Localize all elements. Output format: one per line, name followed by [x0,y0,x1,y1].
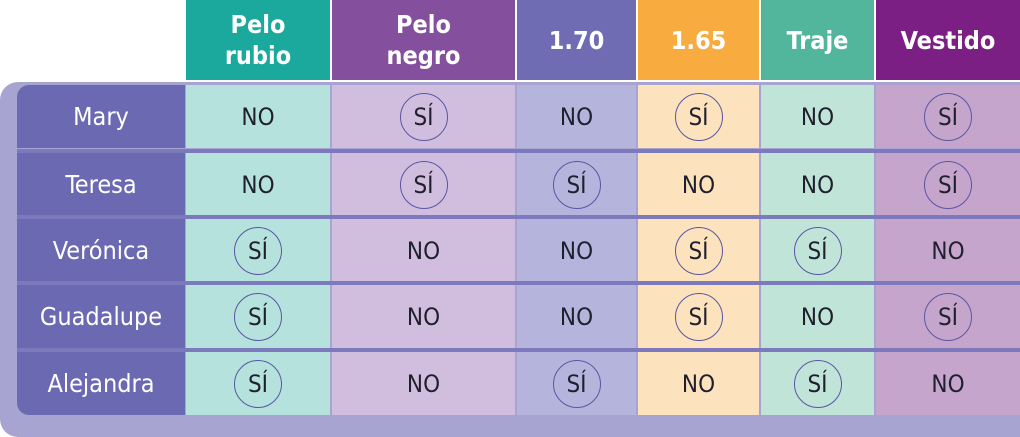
row-divider [17,149,1020,153]
answer-text: NO [931,236,965,265]
column-header-2: Pelo negro [332,0,515,80]
answer-text: NO [681,170,716,199]
column-header-label: 1.70 [548,25,605,55]
table-cell: NO [332,219,515,282]
circled-answer: SÍ [552,160,601,209]
answer-text: NO [406,302,441,331]
column-header-3: 1.70 [517,0,636,80]
circled-answer: SÍ [793,359,842,408]
table-cell: SÍ [332,85,515,148]
table-cell: SÍ [186,285,330,348]
row-name-mary: Mary [17,85,185,148]
column-header-label: Pelo rubio [224,10,292,70]
answer-text: NO [559,236,594,265]
table-cell: SÍ [876,153,1020,216]
table-cell: SÍ [876,85,1020,148]
table-cell: NO [638,153,759,216]
table-cell: NO [332,285,515,348]
circled-answer: SÍ [234,226,282,275]
circled-answer: SÍ [399,160,448,209]
row-name-verónica: Verónica [17,219,185,282]
answer-text: NO [931,369,965,398]
circled-answer: SÍ [234,292,282,341]
table-cell: SÍ [186,352,330,415]
circled-answer: SÍ [399,92,448,141]
column-header-4: 1.65 [638,0,759,80]
circled-answer: SÍ [924,160,972,209]
circled-answer: SÍ [674,226,723,275]
column-header-1: Pelo rubio [186,0,330,80]
answer-text: NO [800,102,835,131]
table-cell: SÍ [761,352,874,415]
row-name-guadalupe: Guadalupe [17,285,185,348]
table-cell: SÍ [517,352,636,415]
table-cell: SÍ [638,85,759,148]
table-cell: SÍ [876,285,1020,348]
circled-answer: SÍ [924,292,972,341]
row-name-alejandra: Alejandra [17,352,185,415]
answer-text: NO [559,302,594,331]
answer-text: NO [241,102,275,131]
row-divider [17,348,1020,352]
answer-text: NO [241,170,275,199]
table-cell: SÍ [517,153,636,216]
table-cell: NO [517,285,636,348]
table-cell: NO [186,153,330,216]
table-cell: SÍ [761,219,874,282]
circled-answer: SÍ [552,359,601,408]
circled-answer: SÍ [234,359,282,408]
circled-answer: SÍ [924,92,972,141]
circled-answer: SÍ [674,92,723,141]
column-header-label: 1.65 [670,25,727,55]
circled-answer: SÍ [674,292,723,341]
table-cell: NO [517,219,636,282]
table-cell: NO [761,285,874,348]
answer-text: NO [681,369,716,398]
row-divider [17,281,1020,285]
table-cell: SÍ [638,285,759,348]
answer-text: NO [559,102,594,131]
column-header-label: Pelo negro [386,10,461,70]
table-cell: NO [517,85,636,148]
answer-text: NO [800,302,835,331]
column-header-5: Traje [761,0,874,80]
answer-text: NO [800,170,835,199]
column-header-6: Vestido [876,0,1020,80]
table-cell: NO [761,85,874,148]
table-cell: SÍ [186,219,330,282]
circled-answer: SÍ [793,226,842,275]
column-header-label: Vestido [900,25,996,55]
row-name-teresa: Teresa [17,153,185,216]
table-cell: NO [876,219,1020,282]
table-cell: NO [332,352,515,415]
table-cell: NO [761,153,874,216]
answer-text: NO [406,369,441,398]
table-cell: NO [638,352,759,415]
table-cell: NO [876,352,1020,415]
table-cell: SÍ [332,153,515,216]
table-cell: NO [186,85,330,148]
answer-text: NO [406,236,441,265]
row-divider [17,215,1020,219]
column-header-label: Traje [786,25,849,55]
table-cell: SÍ [638,219,759,282]
